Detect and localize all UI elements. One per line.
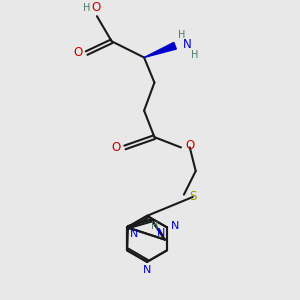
Text: N: N (171, 221, 179, 231)
Text: N: N (130, 230, 138, 239)
Text: O: O (92, 2, 101, 14)
Text: H: H (178, 29, 185, 40)
Text: O: O (185, 140, 194, 152)
Text: H: H (83, 3, 90, 13)
Text: N: N (157, 228, 165, 238)
Text: O: O (112, 141, 121, 154)
Text: H: H (151, 221, 159, 231)
Text: S: S (189, 190, 196, 203)
Polygon shape (144, 42, 176, 58)
Text: N: N (183, 38, 192, 51)
Text: N: N (143, 265, 151, 275)
Text: O: O (73, 46, 83, 59)
Text: H: H (190, 50, 198, 60)
